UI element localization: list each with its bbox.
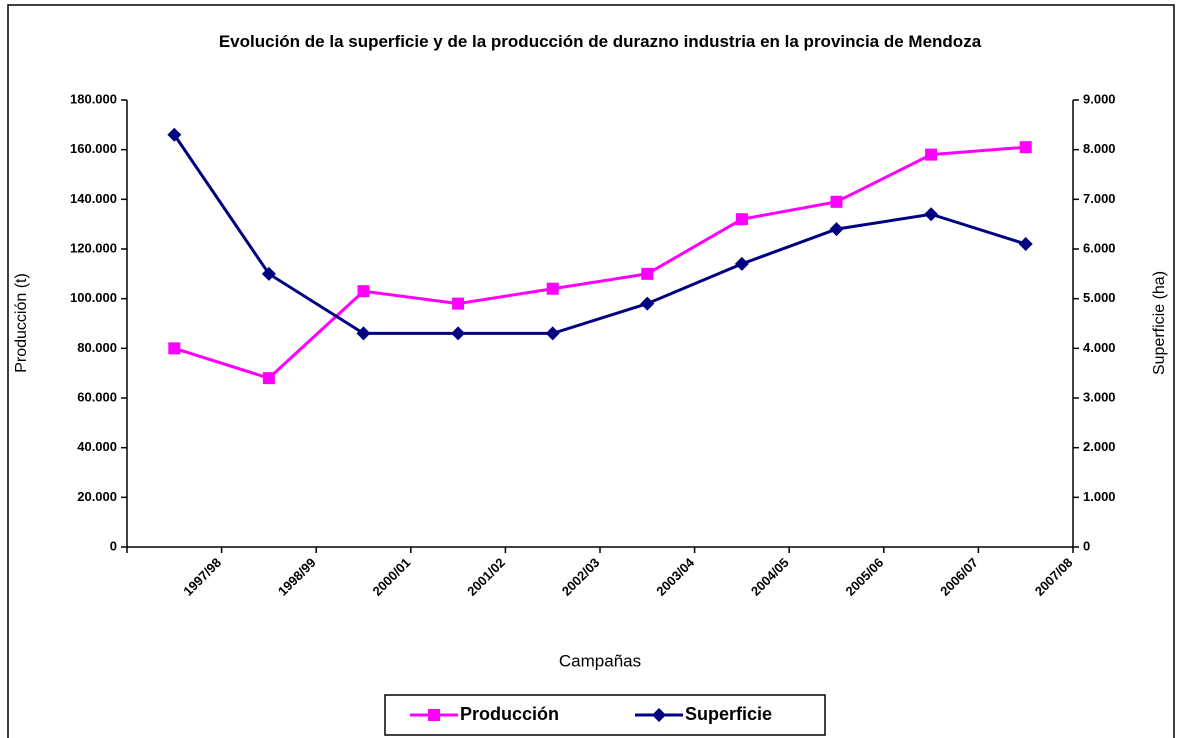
x-tick-label: 2002/03 xyxy=(559,555,603,599)
yticks-tick-label: 140.000 xyxy=(70,191,117,206)
y2ticks-tick-label: 4.000 xyxy=(1083,340,1116,355)
y2ticks-tick-label: 0 xyxy=(1083,538,1090,553)
point xyxy=(428,709,440,721)
point xyxy=(356,326,371,341)
x-tick-label: 2003/04 xyxy=(653,554,697,598)
legend-box xyxy=(384,694,826,736)
y2ticks-tick-label: 3.000 xyxy=(1083,389,1116,404)
yticks-tick-label: 160.000 xyxy=(70,141,117,156)
x-tick-label: 1997/98 xyxy=(180,555,224,599)
point xyxy=(734,256,749,271)
legend-label: Producción xyxy=(460,704,559,724)
point xyxy=(640,296,655,311)
series-line xyxy=(173,145,1026,380)
legend-label: Superficie xyxy=(685,704,772,724)
y2ticks-tick-label: 5.000 xyxy=(1083,290,1116,305)
point xyxy=(262,372,275,385)
x-tick-label: 2000/01 xyxy=(370,555,414,599)
yticks-tick-label: 0 xyxy=(110,538,117,553)
x-tick-label: 2001/02 xyxy=(464,555,508,599)
x-tick-label: 2006/07 xyxy=(937,555,981,599)
point xyxy=(452,297,465,310)
point xyxy=(830,195,843,208)
yticks-tick-label: 60.000 xyxy=(77,389,117,404)
yticks-tick-label: 120.000 xyxy=(70,240,117,255)
series-line xyxy=(173,133,1027,335)
point xyxy=(1019,141,1032,154)
y2ticks-tick-label: 8.000 xyxy=(1083,141,1116,156)
y-axis-label: Producción (t) xyxy=(13,273,30,373)
point xyxy=(357,285,370,298)
point xyxy=(652,708,666,722)
yticks-tick-label: 40.000 xyxy=(77,439,117,454)
chart-border xyxy=(7,4,1175,738)
point xyxy=(261,266,276,281)
yticks-tick-label: 180.000 xyxy=(70,91,117,106)
point xyxy=(167,127,182,142)
yticks-tick-label: 20.000 xyxy=(77,489,117,504)
y2ticks-tick-label: 2.000 xyxy=(1083,439,1116,454)
point xyxy=(168,342,181,355)
y2ticks-tick-label: 9.000 xyxy=(1083,91,1116,106)
x-tick-label: 2004/05 xyxy=(748,555,792,599)
x-tick-label: 2005/06 xyxy=(843,555,887,599)
y2-axis-label: Superficie (ha) xyxy=(1151,271,1168,375)
point xyxy=(829,222,844,237)
yticks-tick-label: 80.000 xyxy=(77,340,117,355)
point xyxy=(545,326,560,341)
point xyxy=(924,207,939,222)
point xyxy=(641,267,654,280)
x-axis-label: Campañas xyxy=(559,651,641,670)
point xyxy=(1018,237,1033,252)
point xyxy=(925,148,938,161)
point xyxy=(546,282,559,295)
y2ticks-tick-label: 7.000 xyxy=(1083,191,1116,206)
y2ticks-tick-label: 6.000 xyxy=(1083,240,1116,255)
x-tick-label: 2007/08 xyxy=(1032,555,1076,599)
yticks-tick-label: 100.000 xyxy=(70,290,117,305)
point xyxy=(451,326,466,341)
x-tick-label: 1998/99 xyxy=(275,555,319,599)
y2ticks-tick-label: 1.000 xyxy=(1083,489,1116,504)
chart-title: Evolución de la superficie y de la produ… xyxy=(218,32,982,51)
point xyxy=(735,213,748,226)
